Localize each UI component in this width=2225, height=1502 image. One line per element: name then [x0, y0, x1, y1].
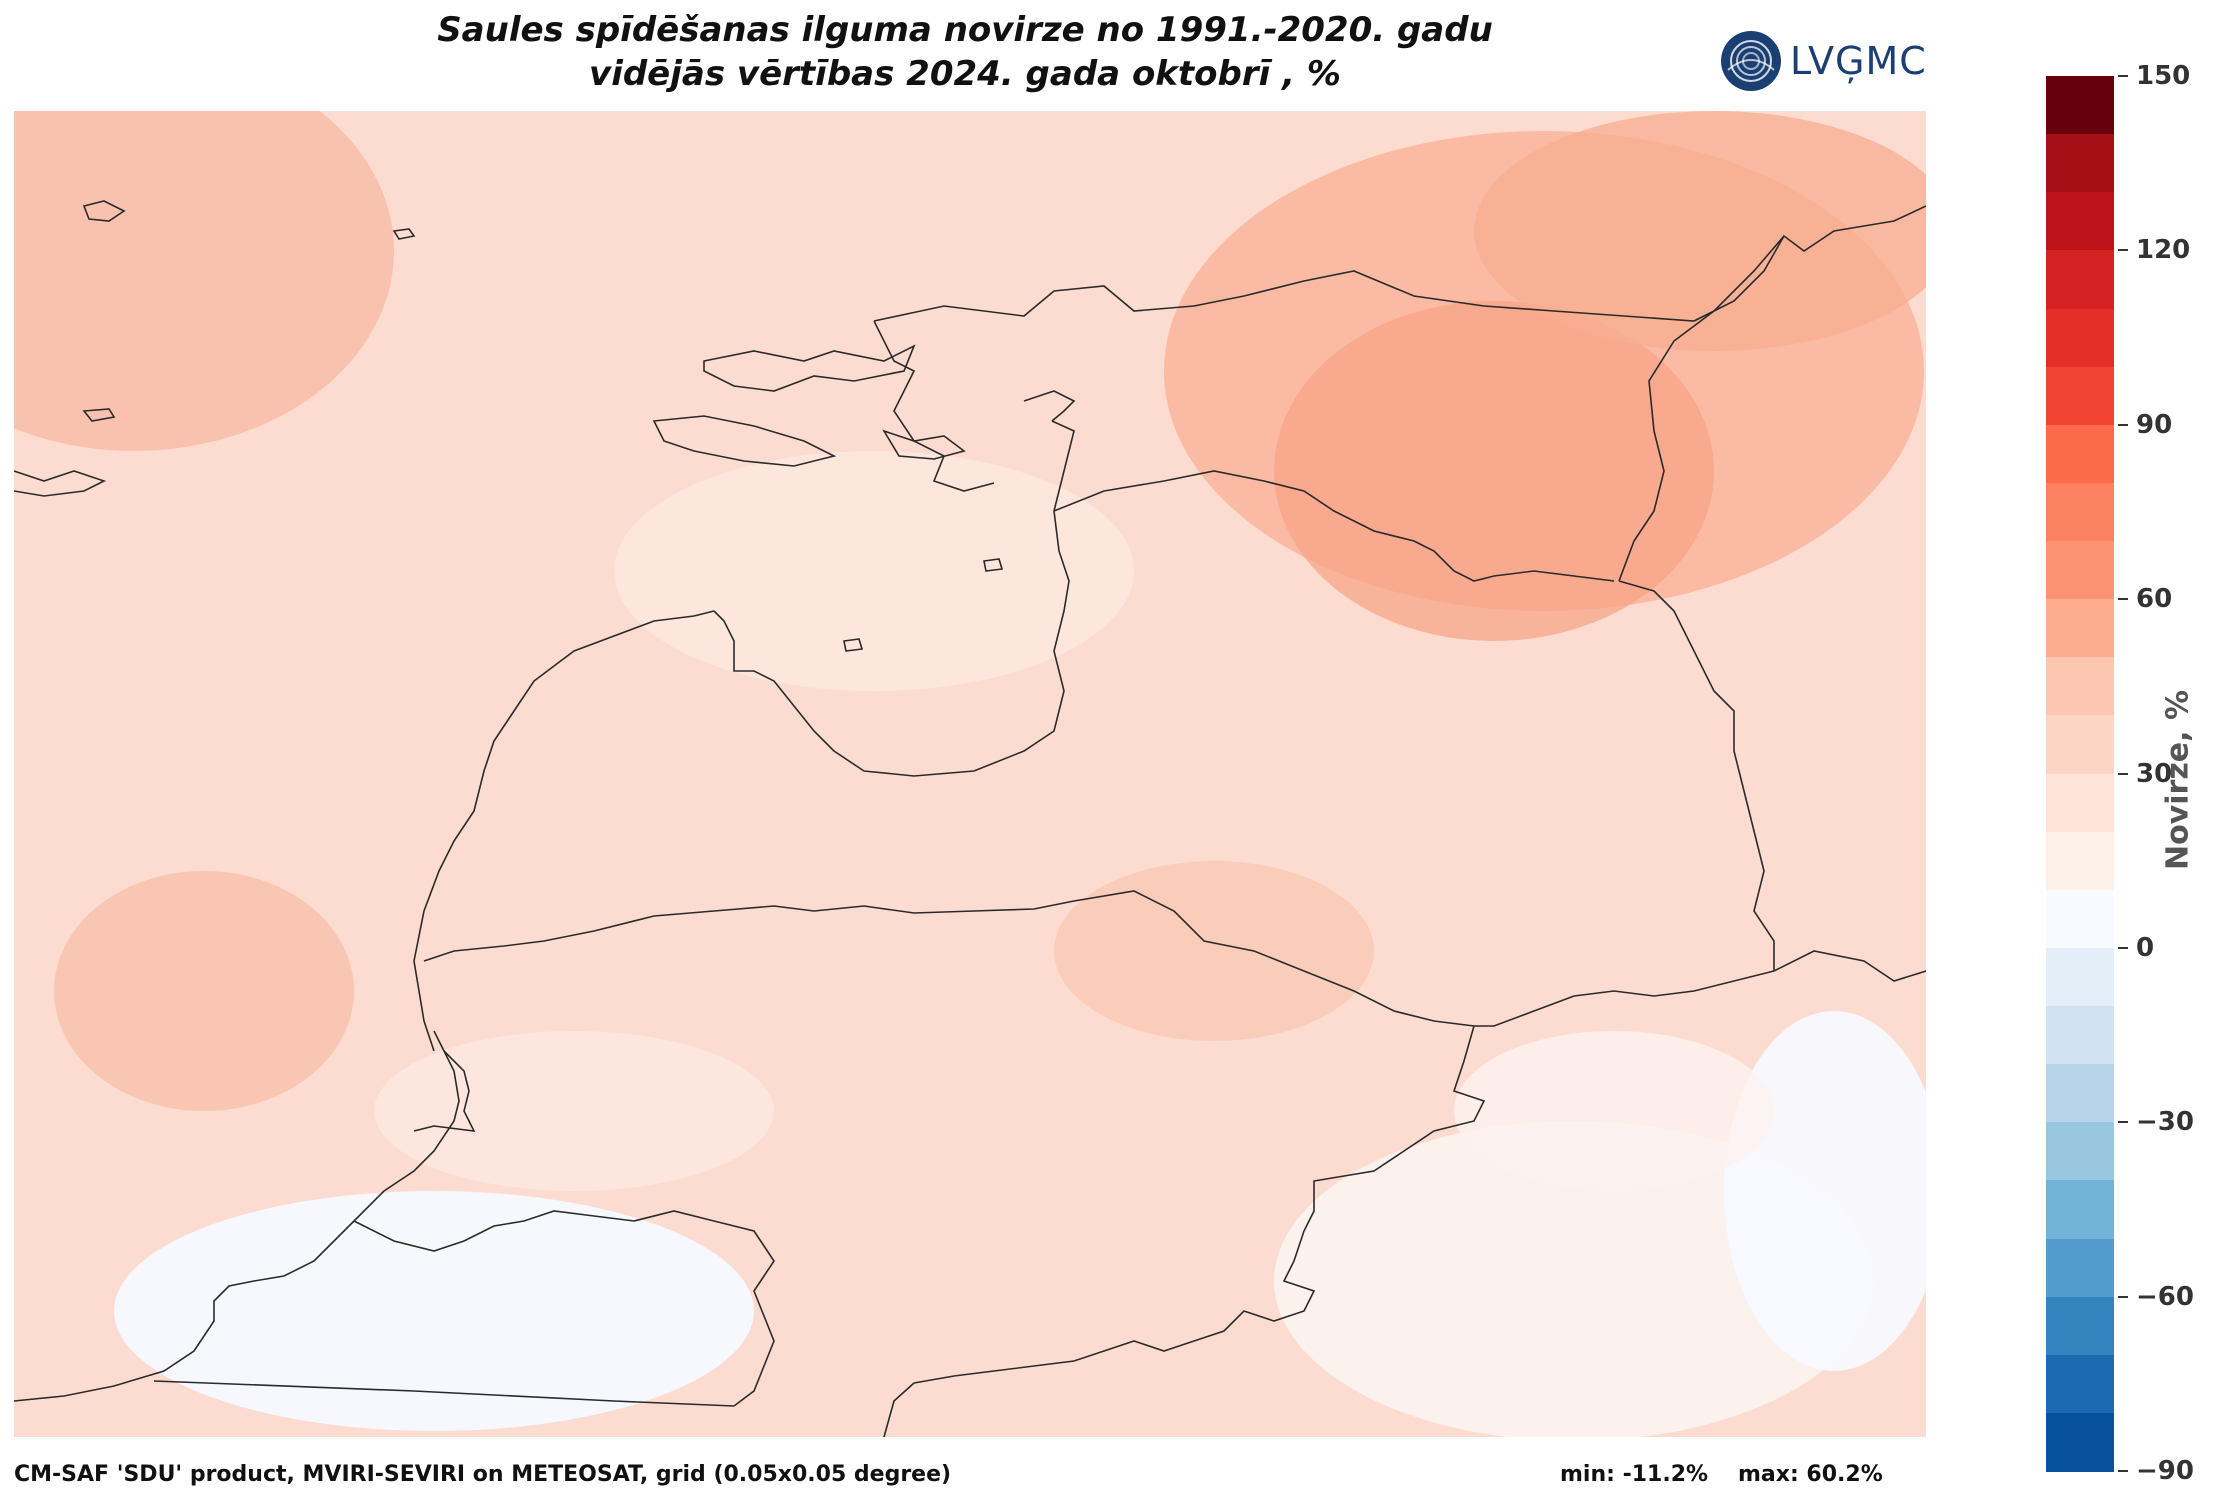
colorbar-tick-mark — [2118, 423, 2128, 426]
colorbar-step — [2046, 1122, 2114, 1181]
title-line-1: Saules spīdēšanas ilguma novirze no 1991… — [437, 10, 1493, 50]
colorbar-step — [2046, 424, 2114, 484]
data-source-caption: CM-SAF 'SDU' product, MVIRI-SEVIRI on ME… — [14, 1462, 952, 1487]
colorbar-tick-label: 30 — [2136, 758, 2173, 789]
lvgmc-logo: LVĢMC — [1720, 26, 1940, 96]
colorbar-step — [2046, 715, 2114, 774]
colorbar-step — [2046, 1412, 2114, 1472]
colorbar-step — [2046, 1006, 2114, 1065]
max-value: max: 60.2% — [1738, 1462, 1883, 1487]
coastlines-and-borders — [14, 200, 1926, 1437]
colorbar-step — [2046, 134, 2114, 193]
colorbar-tick-label: 120 — [2136, 235, 2191, 266]
globe-logo-icon — [1721, 31, 1781, 91]
title-line-2: vidējās vērtības 2024. gada oktobrī , % — [589, 54, 1341, 94]
colorbar-tick-label: 60 — [2136, 584, 2173, 615]
colorbar-tick-mark — [2118, 1121, 2128, 1124]
logo-text: LVĢMC — [1790, 39, 1927, 83]
anomaly-field — [14, 111, 1926, 1437]
colorbar-tick-label: −30 — [2136, 1107, 2194, 1138]
colorbar-step — [2046, 599, 2114, 658]
colorbar-step — [2046, 1238, 2114, 1298]
colorbar-step — [2046, 889, 2114, 949]
map-title: Saules spīdēšanas ilguma novirze no 1991… — [300, 8, 1630, 96]
colorbar-tick-label: −60 — [2136, 1281, 2194, 1312]
colorbar-tick-mark — [2118, 598, 2128, 601]
colorbar-tick-mark — [2118, 946, 2128, 949]
colorbar-step — [2046, 1064, 2114, 1123]
colorbar-tick-label: 150 — [2136, 61, 2191, 91]
colorbar-step — [2046, 657, 2114, 716]
colorbar-tick-mark — [2118, 1295, 2128, 1298]
colorbar-step — [2046, 366, 2114, 426]
colorbar: 150 120 90 60 30 0 −30 −60 −90 — [2046, 61, 2194, 1486]
colorbar-title: Novirze, % — [2160, 689, 2196, 871]
map-area — [14, 111, 1926, 1437]
colorbar-tick-label: 90 — [2136, 409, 2173, 440]
colorbar-step — [2046, 1296, 2114, 1356]
colorbar-step — [2046, 1354, 2114, 1414]
colorbar-step — [2046, 831, 2114, 891]
colorbar-step — [2046, 308, 2114, 368]
colorbar-step — [2046, 192, 2114, 251]
colorbar-tick-mark — [2118, 772, 2128, 775]
colorbar-tick-label: −90 — [2136, 1456, 2194, 1486]
colorbar-step — [2046, 76, 2114, 135]
colorbar-step — [2046, 947, 2114, 1007]
colorbar-step — [2046, 482, 2114, 542]
colorbar-step — [2046, 1180, 2114, 1239]
colorbar-tick-mark — [2118, 249, 2128, 252]
anomaly-map — [14, 111, 1926, 1437]
colorbar-tick-mark — [2118, 75, 2128, 77]
colorbar-tick-mark — [2118, 1470, 2128, 1472]
colorbar-step — [2046, 773, 2114, 833]
min-value: min: -11.2% — [1560, 1462, 1709, 1487]
colorbar-step — [2046, 541, 2114, 600]
colorbar-tick-label: 0 — [2136, 932, 2155, 963]
colorbar-step — [2046, 250, 2114, 309]
